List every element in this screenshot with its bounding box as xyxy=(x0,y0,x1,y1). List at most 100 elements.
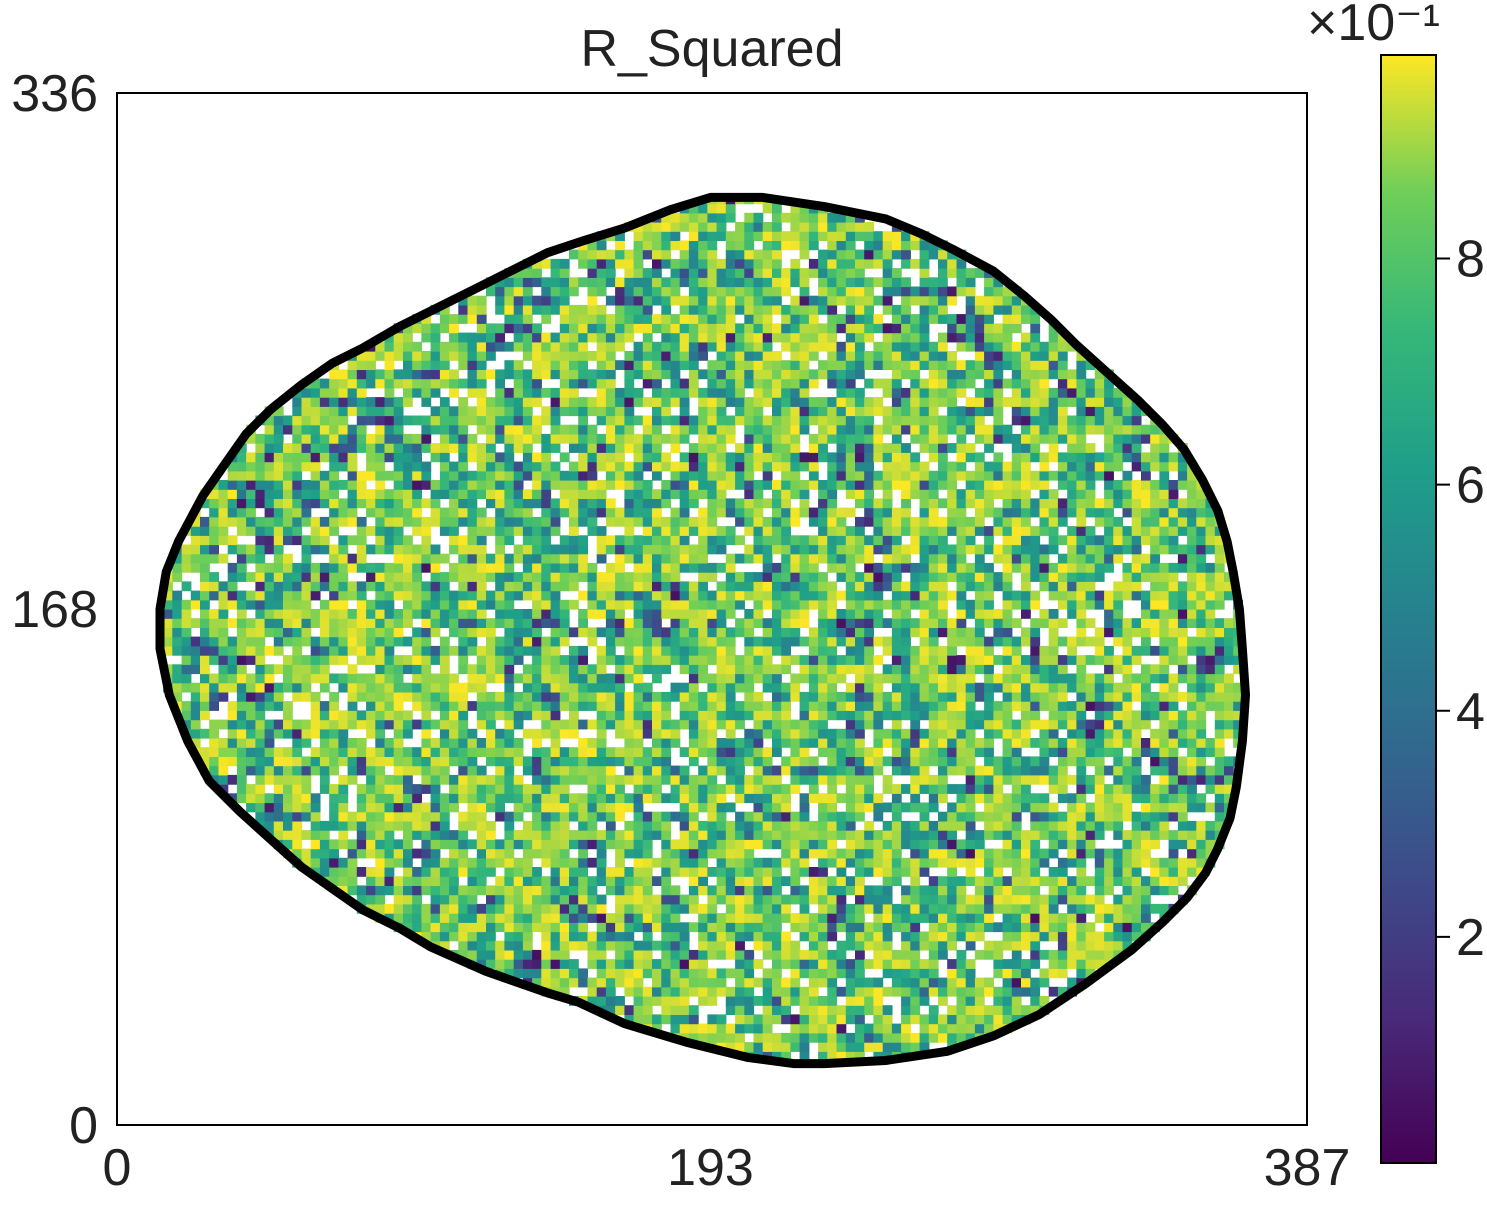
heatmap-cell xyxy=(845,406,856,417)
heatmap-cell xyxy=(679,526,690,536)
heatmap-cell xyxy=(513,507,524,518)
heatmap-cell xyxy=(753,406,764,417)
heatmap-cell xyxy=(495,747,506,758)
heatmap-cell xyxy=(172,636,183,647)
heatmap-cell xyxy=(698,618,709,629)
heatmap-cell xyxy=(449,443,459,453)
heatmap-cell xyxy=(864,885,875,896)
heatmap-cell xyxy=(319,664,330,675)
heatmap-cell xyxy=(698,277,709,288)
heatmap-cell xyxy=(522,793,533,804)
heatmap-cell xyxy=(605,756,616,767)
heatmap-cell xyxy=(495,664,506,675)
heatmap-cell xyxy=(596,258,607,269)
heatmap-cell xyxy=(347,618,358,629)
heatmap-cell xyxy=(790,673,801,684)
heatmap-cell xyxy=(790,719,801,730)
heatmap-cell xyxy=(310,701,321,711)
heatmap-cell xyxy=(209,572,220,582)
heatmap-cell xyxy=(393,802,404,813)
heatmap-cell xyxy=(596,314,607,324)
heatmap-cell xyxy=(495,811,506,822)
heatmap-cell xyxy=(200,756,210,767)
heatmap-cell xyxy=(522,857,533,868)
heatmap-cell xyxy=(522,526,533,536)
heatmap-cell xyxy=(366,839,376,850)
heatmap-cell xyxy=(605,258,616,269)
heatmap-cell xyxy=(486,572,496,582)
heatmap-cell xyxy=(384,415,395,426)
heatmap-cell xyxy=(698,323,709,334)
heatmap-cell xyxy=(310,480,321,490)
heatmap-cell xyxy=(864,222,875,232)
heatmap-cell xyxy=(476,406,487,417)
heatmap-cell xyxy=(421,876,432,887)
heatmap-cell xyxy=(587,765,598,776)
heatmap-cell xyxy=(578,977,589,988)
heatmap-cell xyxy=(421,627,432,638)
heatmap-cell xyxy=(873,341,884,352)
heatmap-cell xyxy=(836,470,847,481)
heatmap-cell xyxy=(698,295,709,306)
heatmap-cell xyxy=(476,618,487,629)
heatmap-cell xyxy=(679,682,690,693)
heatmap-cell xyxy=(790,387,801,398)
heatmap-cell xyxy=(855,738,865,748)
heatmap-cell xyxy=(227,747,238,758)
heatmap-cell xyxy=(596,498,607,509)
heatmap-cell xyxy=(670,738,681,748)
heatmap-cell xyxy=(513,968,524,979)
heatmap-cell xyxy=(495,959,506,969)
heatmap-cell xyxy=(319,645,330,656)
heatmap-cell xyxy=(236,489,247,500)
heatmap-cell xyxy=(762,286,773,297)
heatmap-cell xyxy=(412,415,423,426)
heatmap-cell xyxy=(624,314,635,324)
heatmap-cell xyxy=(200,609,210,619)
heatmap-cell xyxy=(652,1014,662,1025)
heatmap-cell xyxy=(845,885,856,896)
heatmap-cell xyxy=(366,673,376,684)
heatmap-cell xyxy=(439,747,450,758)
heatmap-cell xyxy=(652,710,662,721)
heatmap-cell xyxy=(550,673,561,684)
heatmap-cell xyxy=(624,903,635,914)
heatmap-cell xyxy=(486,415,496,426)
heatmap-cell xyxy=(633,433,644,444)
heatmap-cell xyxy=(439,443,450,453)
heatmap-cell xyxy=(504,894,515,905)
heatmap-cell xyxy=(403,562,413,573)
heatmap-cell xyxy=(624,323,635,334)
heatmap-cell xyxy=(569,802,579,813)
heatmap-cell xyxy=(347,664,358,675)
heatmap-cell xyxy=(790,443,801,453)
heatmap-cell xyxy=(495,304,506,315)
heatmap-cell xyxy=(605,747,616,758)
heatmap-cell xyxy=(495,581,506,592)
heatmap-cell xyxy=(679,839,690,850)
heatmap-cell xyxy=(495,590,506,601)
heatmap-cell xyxy=(430,415,441,426)
heatmap-cell xyxy=(605,627,616,638)
heatmap-cell xyxy=(707,286,718,297)
heatmap-cell xyxy=(799,765,810,776)
heatmap-cell xyxy=(292,480,303,490)
heatmap-cell xyxy=(698,304,709,315)
heatmap-cell xyxy=(615,535,625,546)
heatmap-cell xyxy=(430,332,441,343)
heatmap-cell xyxy=(661,590,672,601)
heatmap-cell xyxy=(781,433,792,444)
heatmap-cell xyxy=(412,452,423,463)
heatmap-cell xyxy=(522,397,533,407)
heatmap-cell xyxy=(550,286,561,297)
heatmap-cell xyxy=(384,599,395,610)
heatmap-cell xyxy=(615,277,625,288)
heatmap-cell xyxy=(596,378,607,389)
heatmap-cell xyxy=(578,553,589,564)
heatmap-cell xyxy=(735,360,745,371)
heatmap-cell xyxy=(633,231,644,242)
heatmap-cell xyxy=(633,747,644,758)
heatmap-cell xyxy=(366,498,376,509)
heatmap-cell xyxy=(882,498,893,509)
heatmap-cell xyxy=(670,360,681,371)
